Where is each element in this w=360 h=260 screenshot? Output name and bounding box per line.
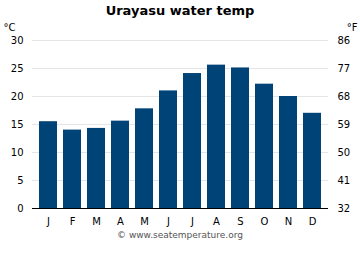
svg-text:10: 10 [11,147,24,158]
svg-text:J: J [190,216,194,227]
svg-text:50: 50 [338,147,351,158]
svg-text:30: 30 [11,35,24,46]
svg-text:68: 68 [338,91,351,102]
svg-text:20: 20 [11,91,24,102]
svg-text:A: A [213,216,220,227]
svg-text:A: A [117,216,124,227]
html-text:© www.seatemperature.org: © www.seatemperature.org [117,230,243,240]
svg-text:5: 5 [17,175,23,186]
svg-text:86: 86 [338,35,351,46]
svg-text:25: 25 [11,63,24,74]
html-text:Urayasu water temp: Urayasu water temp [105,3,255,18]
svg-text:J: J [166,216,170,227]
svg-text:M: M [140,216,149,227]
svg-text:F: F [70,216,76,227]
svg-text:32: 32 [338,203,351,214]
svg-text:N: N [285,216,292,227]
svg-text:°F: °F [347,22,358,33]
svg-text:59: 59 [338,119,351,130]
svg-text:S: S [237,216,243,227]
svg-text:D: D [309,216,317,227]
svg-text:15: 15 [11,119,24,130]
svg-text:77: 77 [338,63,351,74]
svg-text:J: J [46,216,50,227]
svg-text:O: O [261,216,269,227]
svg-text:41: 41 [338,175,351,186]
svg-text:0: 0 [17,203,23,214]
svg-text:M: M [92,216,101,227]
svg-text:°C: °C [4,22,16,33]
